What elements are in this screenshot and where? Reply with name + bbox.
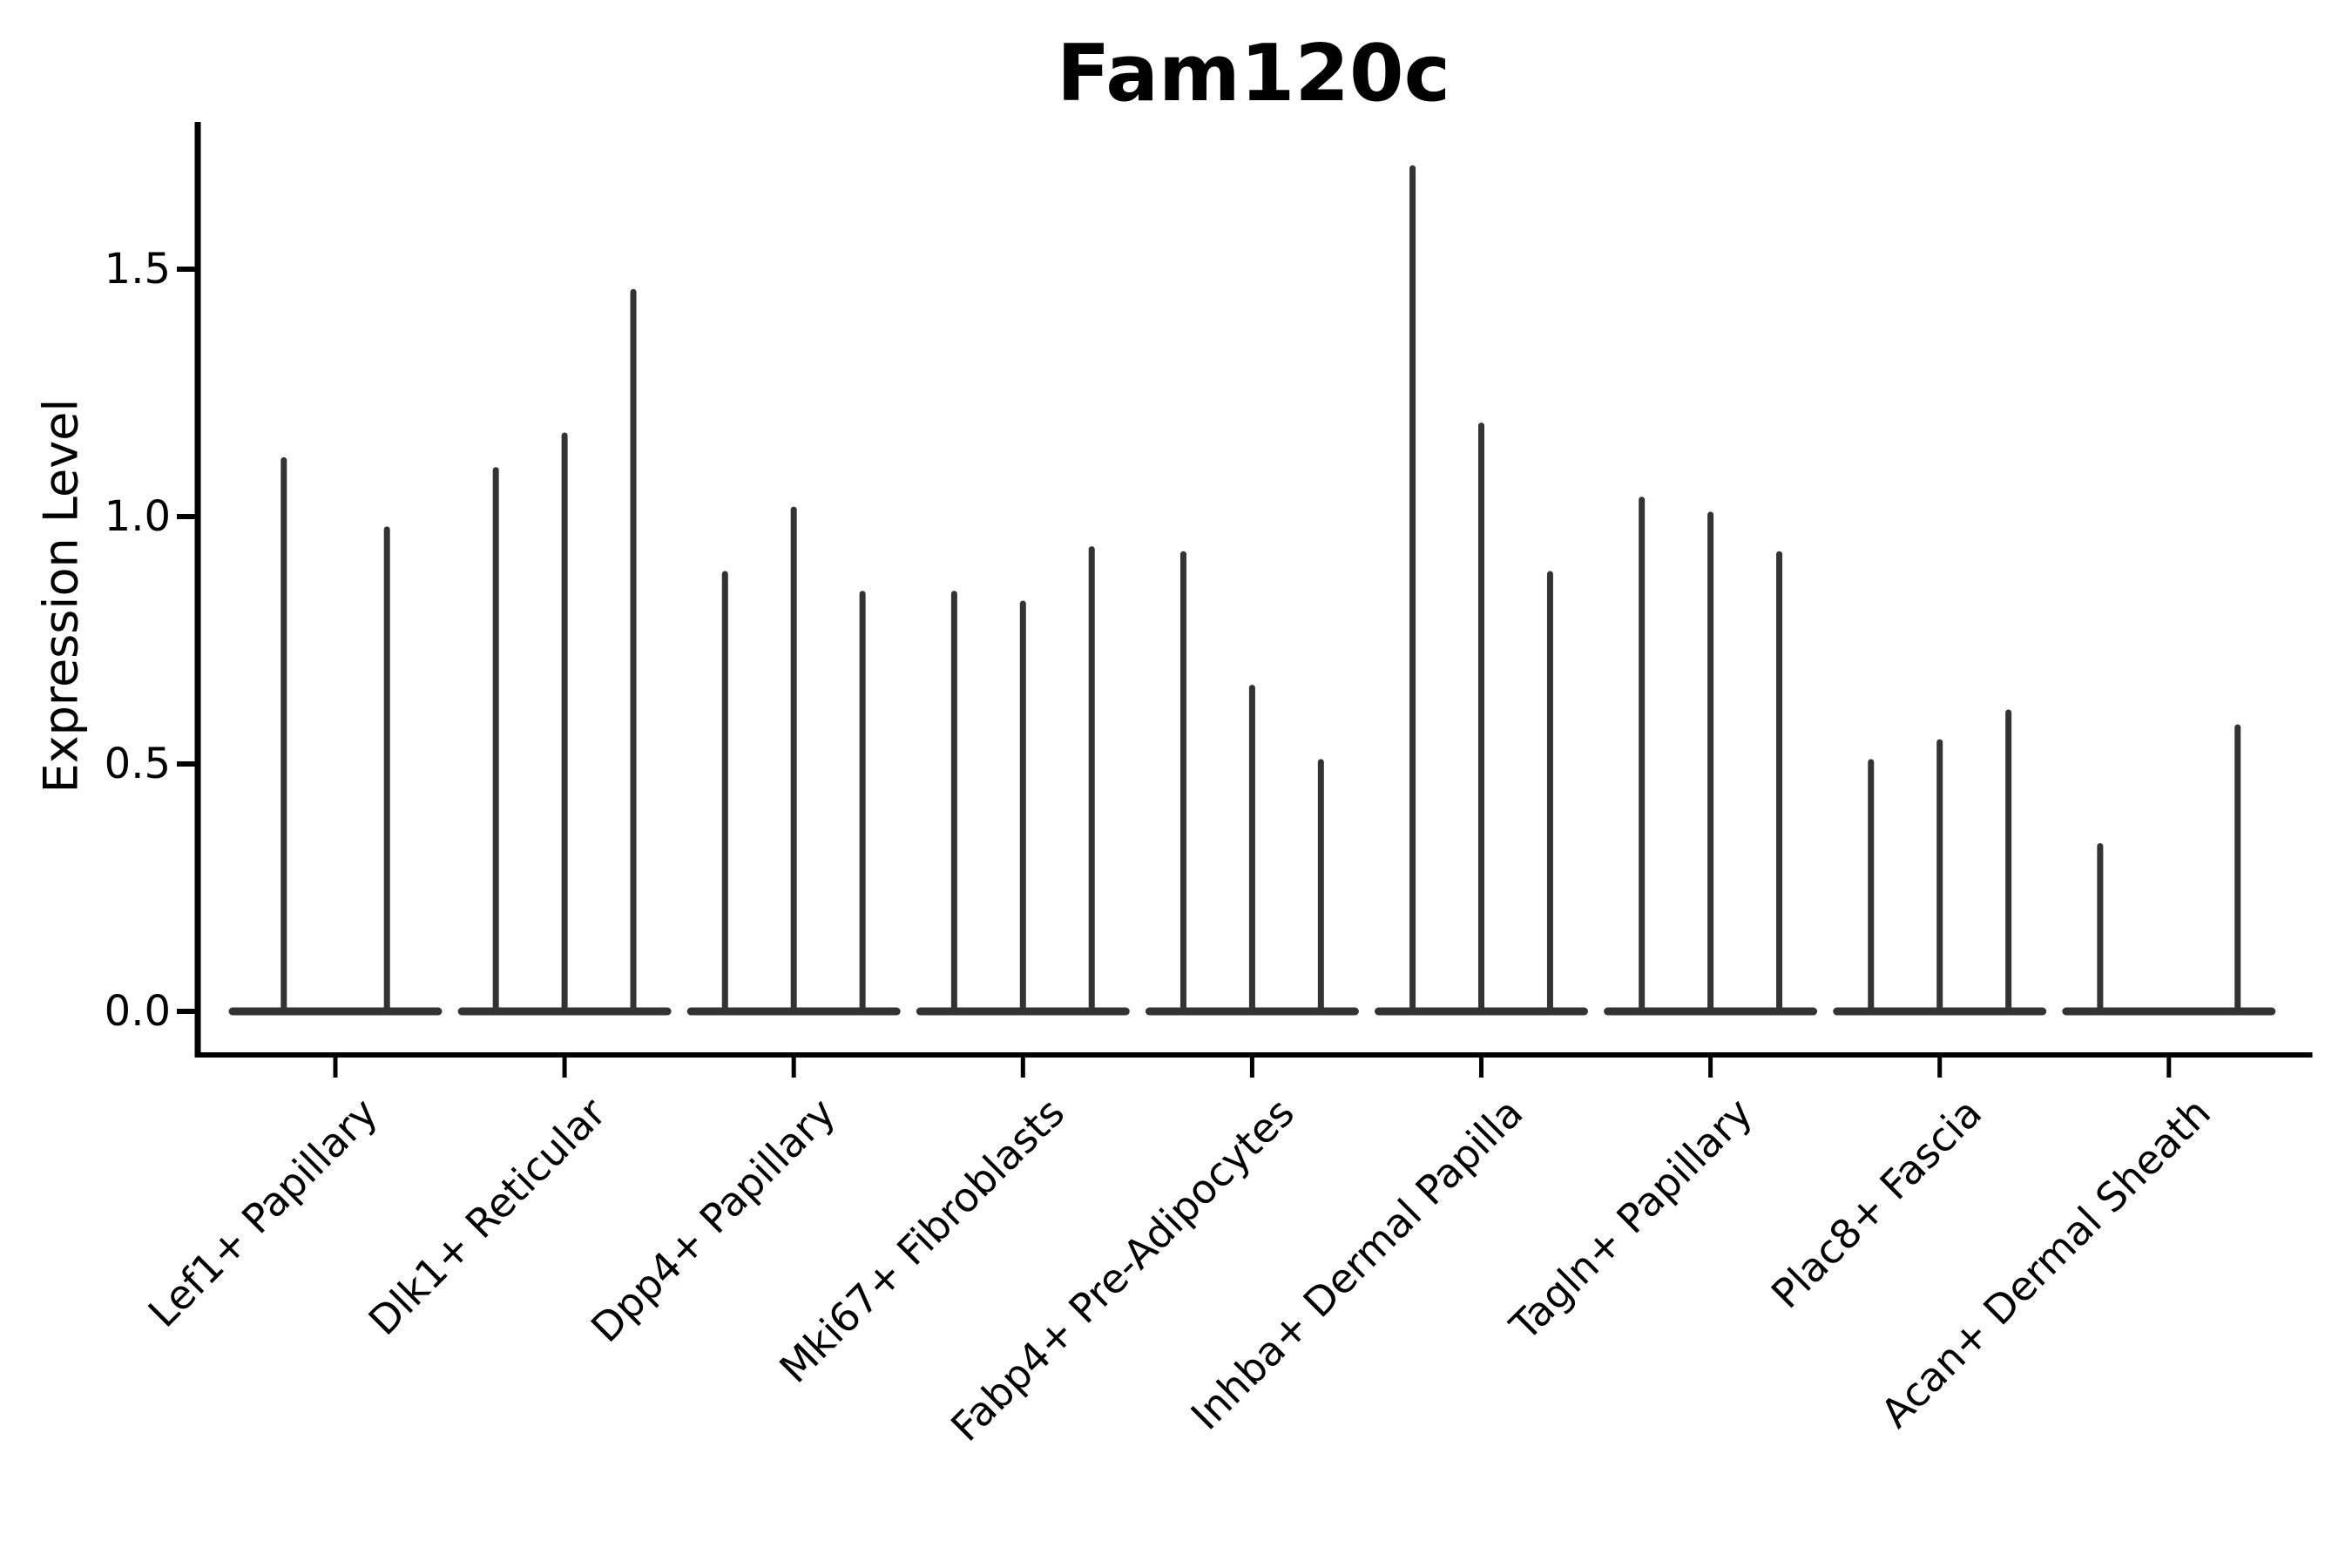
violin-spike [790, 506, 797, 1015]
x-tick-mark [2166, 1058, 2172, 1078]
x-tick-mark [1937, 1058, 1943, 1078]
violin-spike [1248, 685, 1255, 1015]
x-tick-mark [1249, 1058, 1254, 1078]
x-axis-spine [194, 1052, 2313, 1058]
violin-spike [950, 591, 957, 1015]
y-tick-label: 0.0 [104, 987, 171, 1036]
violin-spike [1639, 497, 1646, 1015]
violin-body [2062, 1007, 2276, 1016]
violin-spike [1936, 739, 1943, 1015]
violin-spike [1546, 571, 1553, 1015]
violin-spike [1868, 759, 1875, 1015]
violin-spike [1707, 511, 1714, 1015]
y-tick-mark [177, 267, 195, 272]
violin-spike [1317, 759, 1324, 1015]
y-axis-spine [194, 122, 201, 1058]
violin-spike [2097, 842, 2104, 1015]
violin-spike [1179, 551, 1186, 1015]
y-tick-label: 0.5 [104, 740, 171, 788]
y-tick-mark [177, 761, 195, 767]
x-tick-mark [1479, 1058, 1484, 1078]
y-tick-label: 1.5 [104, 245, 171, 294]
violin-spike [630, 288, 637, 1016]
violin-spike [2234, 724, 2241, 1015]
violin-spike [1409, 165, 1416, 1016]
x-tick-mark [791, 1058, 796, 1078]
x-tick-mark [1020, 1058, 1025, 1078]
violin-spike [1019, 600, 1026, 1015]
violin-spike [2005, 709, 2012, 1015]
violin-spike [561, 432, 568, 1015]
violin-body [228, 1007, 443, 1016]
x-tick-mark [333, 1058, 338, 1078]
violin-spike [721, 571, 728, 1015]
x-tick-mark [562, 1058, 567, 1078]
y-axis-label: Expression Level [33, 398, 89, 794]
violin-spike [1776, 551, 1783, 1015]
y-tick-mark [177, 514, 195, 519]
y-tick-mark [177, 1009, 195, 1014]
violin-spike [492, 467, 499, 1015]
violin-spike [383, 526, 390, 1015]
chart-title: Fam120c [1057, 28, 1450, 119]
violin-spike [1088, 546, 1095, 1015]
x-tick-mark [1708, 1058, 1713, 1078]
violin-spike [1478, 422, 1484, 1016]
violin-spike [280, 456, 287, 1015]
y-tick-label: 1.0 [104, 492, 171, 541]
violin-spike [859, 591, 866, 1015]
